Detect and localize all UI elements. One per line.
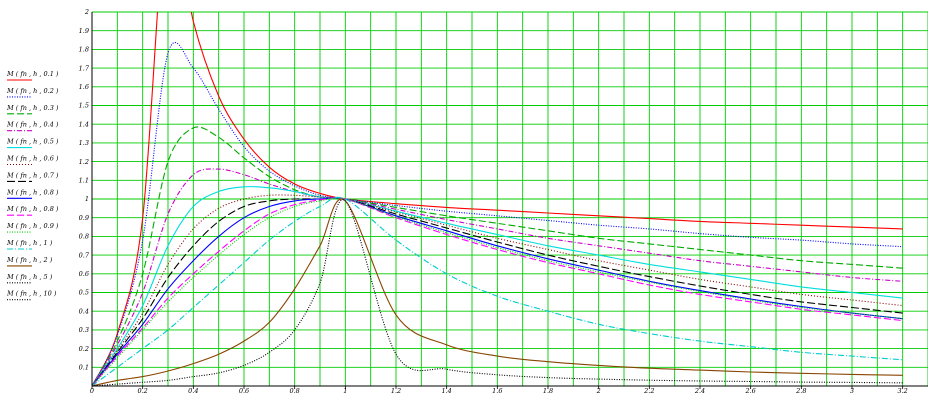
legend-label: M ( fn , h , 0.8 ) — [6, 205, 59, 213]
legend-label: M ( fn , h , 5 ) — [6, 273, 53, 281]
series-line-8 — [92, 197, 903, 386]
series-line-6 — [92, 194, 903, 386]
x-tick-label: 2.4 — [694, 387, 705, 394]
x-tick-label: 1.4 — [441, 387, 451, 394]
grid — [91, 11, 928, 387]
x-tick-label: 0.2 — [137, 387, 147, 394]
series-line-10 — [92, 197, 903, 386]
legend-label: M ( fn , h , 0.2 ) — [6, 87, 59, 95]
y-tick-label: 1.6 — [79, 83, 89, 91]
y-tick-label: 1.5 — [79, 102, 89, 110]
y-tick-label: 1.9 — [79, 27, 89, 35]
x-tick-label: 0 — [90, 387, 94, 394]
x-tick-label: 0.8 — [289, 387, 299, 394]
y-tick-label: 1 — [85, 195, 89, 203]
y-tick-label: 0.6 — [79, 270, 89, 278]
x-tick-label: 2.8 — [795, 387, 806, 394]
legend: M ( fn , h , 0.1 ) M ( fn , h , 0.2 ) M ( … — [6, 70, 59, 301]
x-tick-label: 1.8 — [543, 387, 553, 394]
y-tick-label: 1.3 — [79, 139, 89, 147]
x-tick-label: 2 — [596, 387, 601, 394]
series-line-12 — [92, 198, 903, 386]
y-tick-label: 1.1 — [79, 177, 89, 185]
legend-label: M ( fn , h , 0.7 ) — [6, 171, 59, 179]
x-tick-label: 2.6 — [744, 387, 755, 394]
y-tick-label: 0.8 — [79, 233, 89, 241]
y-tick-label: 0.9 — [79, 214, 89, 222]
y-tick-label: 2 — [84, 8, 89, 16]
x-tick-label: 0.6 — [239, 387, 249, 394]
curves — [92, 12, 903, 386]
y-tick-label: 0.2 — [79, 345, 89, 353]
series-line-1 — [92, 12, 903, 386]
legend-label: M ( fn , h , 0.8 ) — [6, 188, 59, 196]
y-tick-label: 0.7 — [79, 251, 90, 259]
x-tick-label: 1.2 — [391, 387, 401, 394]
y-tick-label: 0.1 — [79, 364, 89, 372]
legend-label: M ( fn , h , 0.9 ) — [6, 222, 59, 230]
series-line-7 — [92, 197, 903, 386]
x-tick-label: 3.2 — [897, 387, 907, 394]
y-tick-label: 0.3 — [79, 326, 89, 334]
series-line-4 — [92, 168, 903, 386]
axes: 0.1 0.2 0.3 0.4 0.5 0.6 0.7 0.8 0.9 1 1.1 1.2 1.3 1.4… — [79, 8, 928, 394]
y-tick-label: 1.8 — [79, 46, 89, 54]
x-tick-label: 1 — [343, 387, 347, 394]
legend-label: M ( fn , h , 1 ) — [6, 239, 53, 247]
y-tick-label: 0.5 — [79, 289, 89, 297]
legend-label: M ( fn , h , 0.1 ) — [6, 70, 59, 78]
y-tick-label: 1.4 — [79, 120, 89, 128]
series-line-5 — [92, 186, 903, 386]
y-tick-label: 1.2 — [79, 158, 89, 166]
x-tick-label: 0.4 — [188, 387, 198, 394]
legend-label: M ( fn , h , 10 ) — [6, 290, 57, 298]
series-line-11 — [92, 196, 903, 386]
legend-label: M ( fn , h , 2 ) — [6, 256, 53, 264]
y-tick-label: 0.4 — [79, 307, 89, 315]
x-tick-label: 2.2 — [643, 387, 654, 394]
legend-label: M ( fn , h , 0.4 ) — [6, 121, 59, 129]
legend-label: M ( fn , h , 0.5 ) — [6, 138, 59, 146]
x-tick-label: 1.6 — [492, 387, 502, 394]
legend-label: M ( fn , h , 0.6 ) — [6, 155, 59, 163]
legend-label: M ( fn , h , 0.3 ) — [6, 104, 59, 112]
y-tick-label: 1.7 — [79, 64, 90, 72]
x-tick-label: 3 — [850, 387, 854, 394]
